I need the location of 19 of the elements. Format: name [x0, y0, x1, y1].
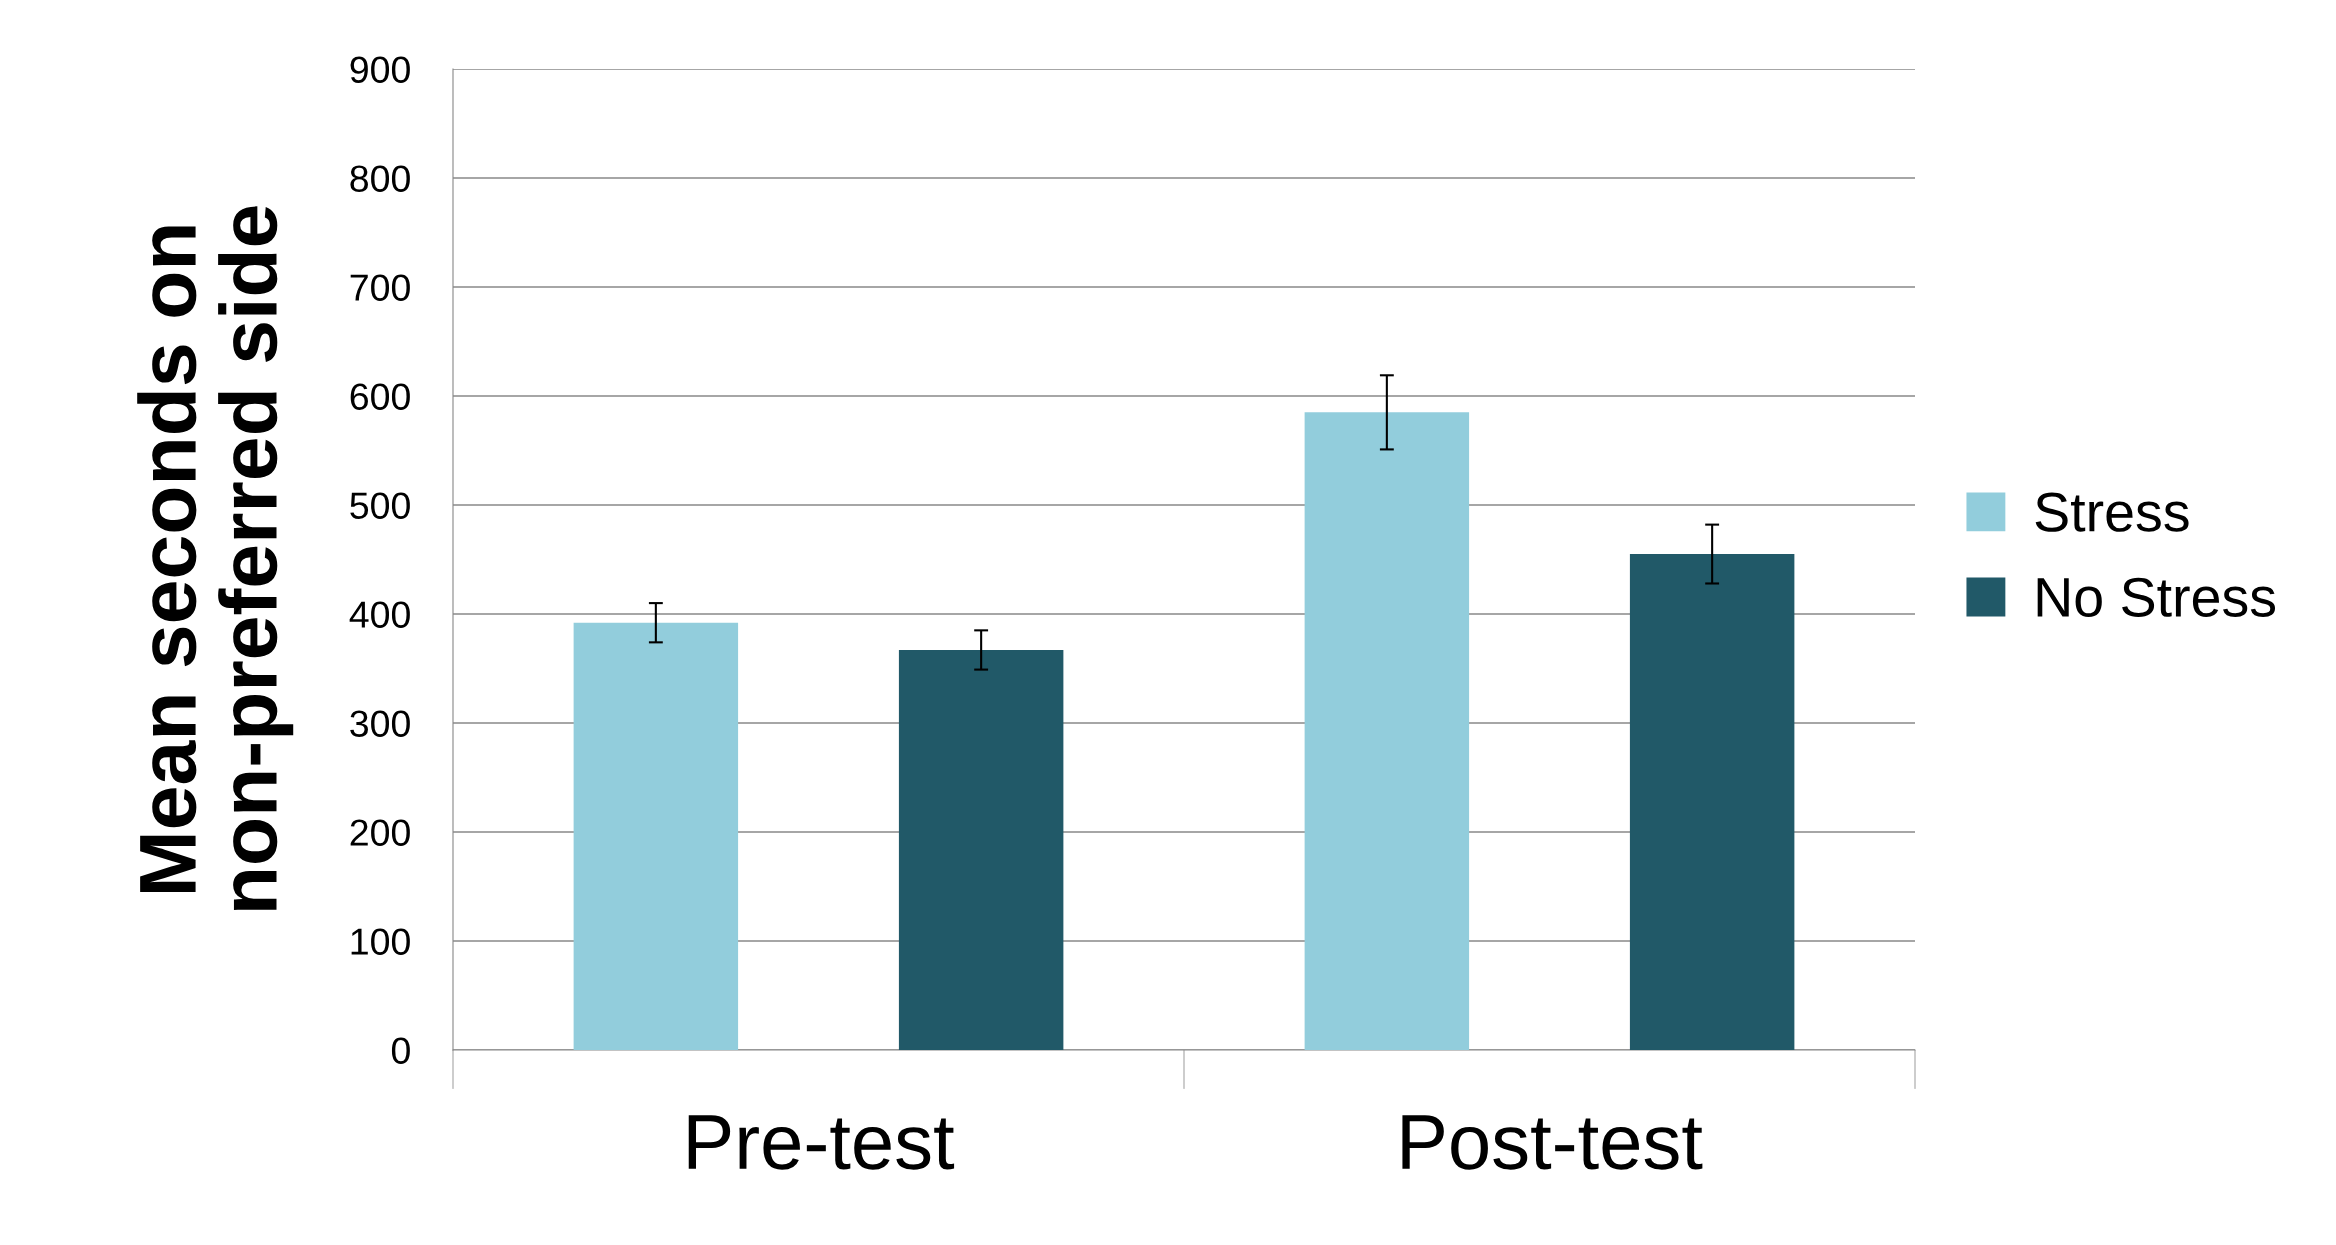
x-tick-label: Post-test [1402, 1115, 1703, 1170]
y-tick-label: 600 [350, 383, 410, 410]
y-tick-label: 100 [351, 928, 410, 955]
bar [898, 649, 1064, 1050]
y-tick-label: 900 [350, 56, 410, 83]
legend-label: Stress [2035, 492, 2189, 532]
x-tick-label: Pre-test [688, 1115, 955, 1170]
y-tick-label: 700 [350, 274, 410, 301]
y-tick-label: 0 [391, 1037, 410, 1064]
y-tick-label: 500 [350, 492, 410, 519]
bar [573, 622, 739, 1050]
y-tick-label: 800 [350, 165, 410, 192]
y-tick-label: 300 [350, 710, 410, 737]
y-tick-label: 400 [349, 601, 410, 628]
y-tick-label: 200 [350, 819, 410, 846]
bar [1304, 412, 1470, 1050]
bar [1629, 554, 1795, 1050]
legend-label: No Stress [2037, 577, 2276, 617]
y-axis-title: Mean seconds on non-preferred side [137, 206, 294, 911]
